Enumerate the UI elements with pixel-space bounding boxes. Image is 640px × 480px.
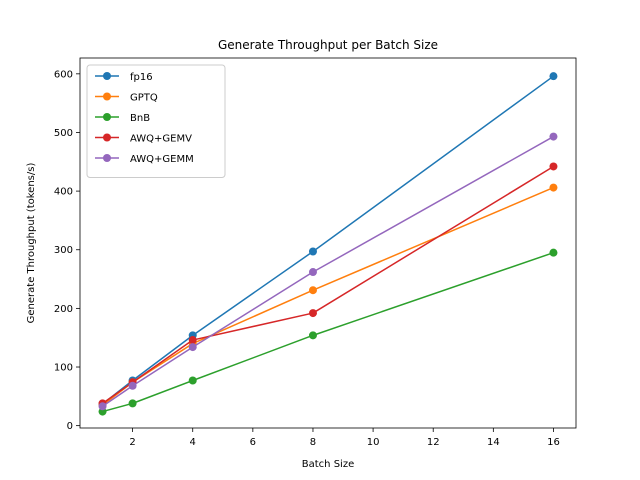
legend-label: BnB	[130, 113, 150, 124]
legend-marker	[103, 92, 111, 101]
series-bnb	[98, 248, 558, 416]
legend-entry: fp16	[95, 72, 153, 83]
chart-title: Generate Throughput per Batch Size	[218, 38, 438, 52]
x-tick-label: 8	[310, 437, 316, 448]
legend-marker	[103, 72, 111, 80]
legend-label: GPTQ	[130, 93, 158, 104]
legend-label: AWQ+GEMM	[130, 154, 194, 165]
data-point	[188, 343, 197, 352]
plot-frame	[79, 57, 577, 429]
legend-label: AWQ+GEMV	[130, 134, 192, 145]
data-point	[549, 248, 558, 257]
y-tick-label: 300	[54, 245, 73, 256]
data-point	[549, 162, 558, 171]
x-tick-label: 14	[487, 437, 500, 448]
data-point	[549, 132, 558, 141]
data-point	[98, 402, 107, 411]
x-tick-label: 4	[190, 437, 196, 448]
legend-entry: AWQ+GEMM	[95, 154, 194, 165]
series-awq-gemm	[98, 132, 558, 411]
legend-marker	[103, 154, 111, 162]
data-point	[308, 309, 317, 318]
x-tick-label: 2	[129, 437, 135, 448]
legend-box	[86, 64, 226, 178]
data-point	[308, 268, 317, 277]
x-tick-label: 16	[547, 437, 560, 448]
y-tick-label: 100	[54, 363, 73, 374]
x-tick-label: 12	[427, 437, 440, 448]
data-point	[188, 376, 197, 385]
data-point	[188, 336, 197, 345]
y-tick-label: 400	[54, 187, 73, 198]
y-tick-label: 0	[67, 421, 73, 432]
y-axis-label: Generate Throughput (tokens/s)	[26, 163, 37, 324]
legend-entry: AWQ+GEMV	[95, 133, 192, 145]
y-tick-label: 600	[54, 69, 73, 80]
y-tick-label: 200	[54, 304, 73, 315]
legend-label: fp16	[130, 72, 153, 83]
x-axis: 2 4 6 8 10 12 14 16	[129, 428, 560, 448]
legend-marker	[103, 113, 111, 121]
y-axis: 0 100 200 300 400 500 600	[54, 69, 80, 432]
x-tick-label: 6	[250, 437, 256, 448]
y-tick-label: 500	[54, 128, 73, 139]
data-point	[549, 183, 558, 192]
legend-entry: GPTQ	[95, 92, 158, 104]
data-point	[308, 247, 317, 256]
data-point	[549, 72, 558, 81]
data-point	[308, 331, 317, 340]
x-tick-label: 10	[367, 437, 380, 448]
data-point	[308, 286, 317, 295]
plot-area	[98, 72, 558, 416]
legend: fp16 GPTQ BnB AWQ+GEMV AWQ+GEMM	[86, 64, 226, 178]
legend-marker	[103, 133, 111, 142]
data-point	[128, 381, 137, 390]
x-axis-label: Batch Size	[302, 459, 354, 470]
legend-entry: BnB	[95, 113, 150, 124]
data-point	[128, 399, 137, 408]
